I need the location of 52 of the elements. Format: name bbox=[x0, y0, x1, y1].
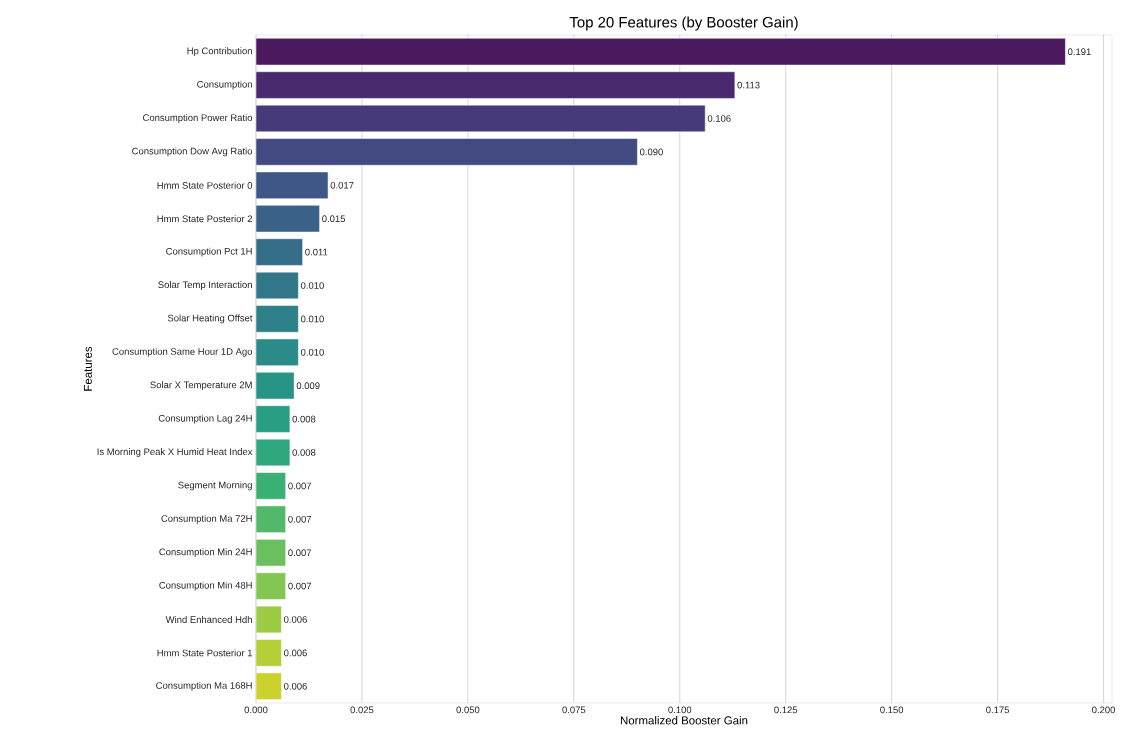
x-tick-label: 0.050 bbox=[456, 706, 480, 714]
y-tick-label: Consumption Min 48H bbox=[159, 581, 252, 591]
y-tick-label: Consumption Ma 168H bbox=[156, 681, 252, 691]
y-tick-label: Is Morning Peak X Humid Heat Index bbox=[97, 448, 253, 457]
x-tick-label: 0.100 bbox=[668, 706, 692, 714]
y-tick-label: Consumption Dow Avg Ratio bbox=[132, 147, 253, 157]
data-label: 0.007 bbox=[288, 482, 312, 490]
y-tick-label: Hp Contribution bbox=[187, 47, 252, 57]
chart-title: Top 20 Features (by Booster Gain) bbox=[569, 16, 798, 31]
y-tick-label: Hmm State Posterior 0 bbox=[157, 181, 253, 189]
data-label: 0.006 bbox=[284, 649, 307, 657]
data-label: 0.006 bbox=[284, 682, 307, 690]
data-label: 0.008 bbox=[292, 449, 316, 456]
y-tick-label: Hmm State Posterior 2 bbox=[157, 215, 253, 223]
x-tick-label: 0.150 bbox=[880, 706, 904, 714]
data-label: 0.006 bbox=[284, 616, 307, 623]
data-label: 0.090 bbox=[639, 148, 663, 156]
data-label: 0.191 bbox=[1067, 48, 1091, 56]
y-axis-title: Features bbox=[83, 346, 92, 391]
y-tick-label: Solar Heating Offset bbox=[167, 314, 253, 324]
x-axis-title: Normalized Booster Gain bbox=[620, 716, 748, 725]
x-tick-label: 0.000 bbox=[244, 706, 268, 714]
y-tick-label: Solar X Temperature 2M bbox=[150, 381, 252, 391]
x-tick-label: 0.175 bbox=[986, 706, 1010, 714]
data-label: 0.011 bbox=[305, 248, 328, 256]
data-label: 0.010 bbox=[300, 315, 324, 323]
data-label: 0.010 bbox=[300, 282, 324, 289]
y-tick-label: Consumption Min 24H bbox=[159, 548, 252, 558]
data-label: 0.008 bbox=[292, 415, 316, 423]
y-tick-label: Consumption Ma 72H bbox=[161, 514, 252, 524]
y-tick-label: Consumption Power Ratio bbox=[143, 114, 253, 123]
x-tick-label: 0.025 bbox=[350, 706, 374, 714]
data-label: 0.007 bbox=[288, 582, 312, 590]
y-tick-label: Consumption Same Hour 1D Ago bbox=[112, 347, 253, 357]
data-label: 0.113 bbox=[737, 81, 760, 89]
y-tick-label: Segment Morning bbox=[178, 481, 252, 491]
x-tick-label: 0.125 bbox=[774, 706, 798, 714]
data-label: 0.009 bbox=[296, 382, 320, 390]
y-tick-label: Consumption Lag 24H bbox=[158, 414, 252, 424]
y-tick-label: Solar Temp Interaction bbox=[158, 281, 252, 290]
y-tick-label: Consumption bbox=[197, 80, 252, 90]
data-label: 0.007 bbox=[288, 549, 312, 557]
x-tick-label: 0.075 bbox=[562, 706, 586, 714]
data-label: 0.007 bbox=[288, 515, 312, 523]
y-tick-label: Wind Enhanced Hdh bbox=[165, 616, 252, 623]
y-tick-label: Hmm State Posterior 1 bbox=[157, 649, 253, 657]
data-label: 0.017 bbox=[330, 181, 354, 189]
data-label: 0.106 bbox=[707, 115, 731, 122]
data-label: 0.015 bbox=[322, 215, 346, 223]
x-tick-label: 0.200 bbox=[1092, 706, 1115, 714]
y-tick-label: Consumption Pct 1H bbox=[166, 247, 252, 257]
data-label: 0.010 bbox=[300, 348, 324, 356]
